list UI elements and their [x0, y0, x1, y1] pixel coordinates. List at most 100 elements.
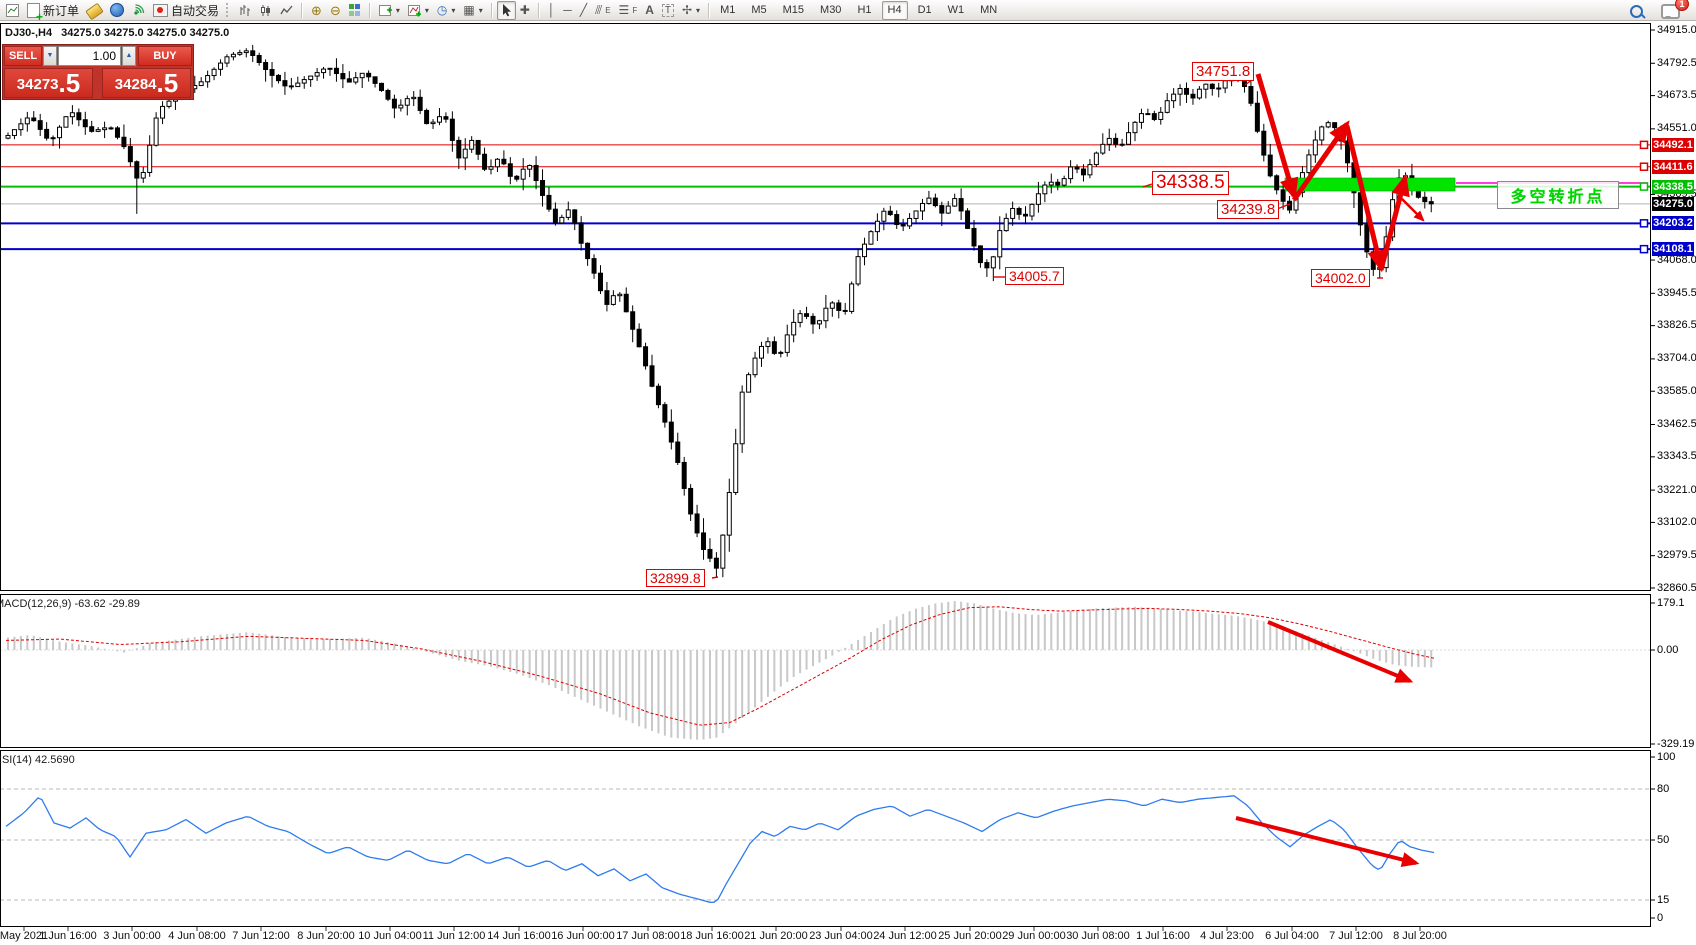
time-axis-label: 16 Jun 00:00	[551, 930, 615, 942]
new-order-button[interactable]: 新订单	[23, 1, 83, 22]
price-annotation[interactable]: 34005.7	[1005, 267, 1064, 286]
main-toolbar: 新订单 自动交易 ⊕ ⊖ ▾ ▾ ◷ ▾ ▦ ▾	[0, 0, 1696, 22]
tile-windows-button[interactable]	[345, 1, 365, 20]
crosshair-tool-button[interactable]: ✚	[516, 1, 534, 20]
shapes-tool[interactable]: ✢ ▾	[678, 1, 704, 20]
timeframe-mn[interactable]: MN	[980, 3, 998, 16]
time-axis-label: 3 Jun 00:00	[103, 930, 161, 942]
zoom-out-icon: ⊖	[329, 2, 341, 18]
chevron-down-icon: ▾	[451, 5, 456, 15]
channel-letter: E	[605, 5, 611, 15]
timeframe-m5[interactable]: M5	[751, 3, 767, 16]
new-order-icon	[27, 2, 43, 22]
fibonacci-tool[interactable]: ☰ F	[615, 1, 642, 20]
new-chart-icon	[378, 4, 392, 16]
cursor-icon	[502, 3, 511, 16]
timeframe-d1[interactable]: D1	[917, 3, 932, 16]
price-annotation[interactable]: 32899.8	[646, 569, 705, 588]
zoom-out-button[interactable]: ⊖	[326, 1, 345, 20]
price-annotation[interactable]: 34751.8	[1192, 62, 1255, 82]
vertical-line-tool[interactable]: │	[544, 1, 560, 20]
time-axis-label: 17 Jun 08:00	[616, 930, 680, 942]
timeframe-m30[interactable]: M30	[820, 3, 842, 16]
price-tick: 33221.0	[1657, 483, 1696, 496]
time-axis-label: 1 Jul 16:00	[1136, 930, 1190, 942]
shapes-icon: ✢	[681, 3, 693, 17]
horizontal-line-tool[interactable]: ─	[559, 1, 576, 20]
trendline-tool[interactable]: ╱	[576, 1, 591, 20]
auto-trading-icon	[153, 3, 169, 17]
crayon-button[interactable]	[83, 1, 106, 21]
sell-button[interactable]: SELL	[4, 46, 42, 66]
volume-down-button[interactable]: ▼	[43, 46, 57, 66]
price-annotation[interactable]: 34338.5	[1152, 171, 1229, 195]
zoom-in-button[interactable]: ⊕	[307, 1, 326, 20]
candlestick-chart-icon	[261, 4, 271, 16]
buy-button[interactable]: BUY	[138, 46, 192, 66]
template-icon: ▦	[463, 3, 475, 17]
time-axis-label: 4 Jun 08:00	[168, 930, 226, 942]
signals-button[interactable]	[128, 1, 149, 20]
price-tick: 34792.5	[1657, 56, 1696, 69]
chevron-down-icon: ▾	[395, 5, 400, 15]
search-button[interactable]	[1626, 2, 1647, 21]
auto-trading-button[interactable]: 自动交易	[149, 1, 223, 20]
volume-input[interactable]: 1.00	[58, 46, 121, 66]
timeframe-h1[interactable]: H1	[857, 3, 872, 16]
new-order-label: 新订单	[43, 3, 80, 18]
timeframe-w1[interactable]: W1	[947, 3, 965, 16]
time-axis-label: 24 Jun 12:00	[873, 930, 937, 942]
toolbar-separator	[368, 2, 371, 18]
volume-up-button[interactable]: ▲	[122, 46, 136, 66]
macd-label: MACD(12,26,9) -63.62 -29.89	[0, 598, 140, 610]
price-tick: 33945.5	[1657, 286, 1696, 299]
templates-button[interactable]: ▦ ▾	[459, 1, 486, 20]
toolbar-drag-handle[interactable]	[226, 3, 231, 17]
new-chart-button[interactable]: ▾	[375, 1, 404, 20]
price-annotation[interactable]: 34002.0	[1311, 269, 1370, 288]
toolbar-separator	[537, 2, 540, 18]
price-line-badge: 34338.5	[1652, 179, 1694, 194]
time-axis-label: 29 Jun 00:00	[1002, 930, 1066, 942]
turning-point-note[interactable]: 多空转折点	[1497, 181, 1619, 209]
text-tool[interactable]: A	[641, 1, 658, 20]
sell-price-main: 34273	[16, 76, 59, 93]
time-axis-label: 14 Jun 16:00	[487, 930, 551, 942]
price-tick: 34551.0	[1657, 122, 1696, 135]
candle-chart-button[interactable]	[255, 1, 276, 20]
crosshair-icon: ✚	[519, 3, 530, 17]
price-tick: 34915.0	[1657, 23, 1696, 36]
time-axis-label: 10 Jun 04:00	[358, 930, 422, 942]
text-label-tool[interactable]: T	[658, 1, 678, 20]
timeframe-m15[interactable]: M15	[782, 3, 805, 16]
line-chart-button[interactable]	[276, 1, 297, 20]
notifications-button[interactable]: 1	[1657, 0, 1689, 21]
bar-chart-button[interactable]	[234, 1, 255, 20]
sell-price-display[interactable]: 34273 .5	[4, 68, 93, 98]
line-chart-icon	[280, 5, 293, 14]
chart-window-icon	[6, 3, 19, 17]
cursor-tool-button[interactable]	[496, 0, 516, 20]
profile-button[interactable]	[106, 1, 128, 20]
price-annotation[interactable]: 34239.8	[1217, 200, 1280, 220]
timeframe-h4[interactable]: H4	[881, 0, 908, 20]
person-icon	[110, 3, 125, 17]
time-axis-label: 25 Jun 20:00	[938, 930, 1002, 942]
ohlc-values: 34275.0 34275.0 34275.0 34275.0	[61, 27, 230, 39]
bar-chart-icon	[240, 4, 251, 16]
macd-tick: -329.19	[1657, 737, 1695, 750]
auto-trading-label: 自动交易	[171, 3, 220, 18]
periods-button[interactable]: ◷ ▾	[433, 1, 460, 20]
timeframe-m1[interactable]: M1	[720, 3, 736, 16]
time-axis-label: 6 Jul 04:00	[1265, 930, 1319, 942]
price-tick: 33343.5	[1657, 450, 1696, 463]
channel-tool[interactable]: ⫻ E	[591, 1, 615, 20]
time-axis-label: 7 Jul 12:00	[1329, 930, 1383, 942]
price-tick: 33826.5	[1657, 319, 1696, 332]
chart-window-button[interactable]	[2, 1, 23, 20]
timeframe-toolbar: M1 M5 M15 M30 H1 H4 D1 W1 MN	[714, 0, 1003, 20]
indicators-button[interactable]: ▾	[404, 1, 433, 20]
buy-price-display[interactable]: 34284 .5	[102, 68, 191, 98]
